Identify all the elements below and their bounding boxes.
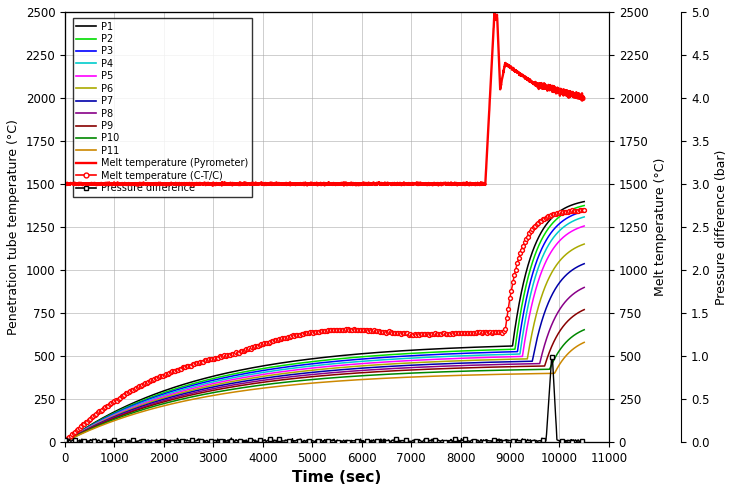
X-axis label: Time (sec): Time (sec): [293, 470, 381, 485]
Y-axis label: Penetration tube temperature (°C): Penetration tube temperature (°C): [7, 119, 20, 335]
Legend: P1, P2, P3, P4, P5, P6, P7, P8, P9, P10, P11, Melt temperature (Pyrometer), Melt: P1, P2, P3, P4, P5, P6, P7, P8, P9, P10,…: [73, 18, 252, 197]
Y-axis label: Pressure difference (bar): Pressure difference (bar): [715, 149, 728, 305]
Y-axis label: Melt temperature (°C): Melt temperature (°C): [654, 157, 667, 296]
